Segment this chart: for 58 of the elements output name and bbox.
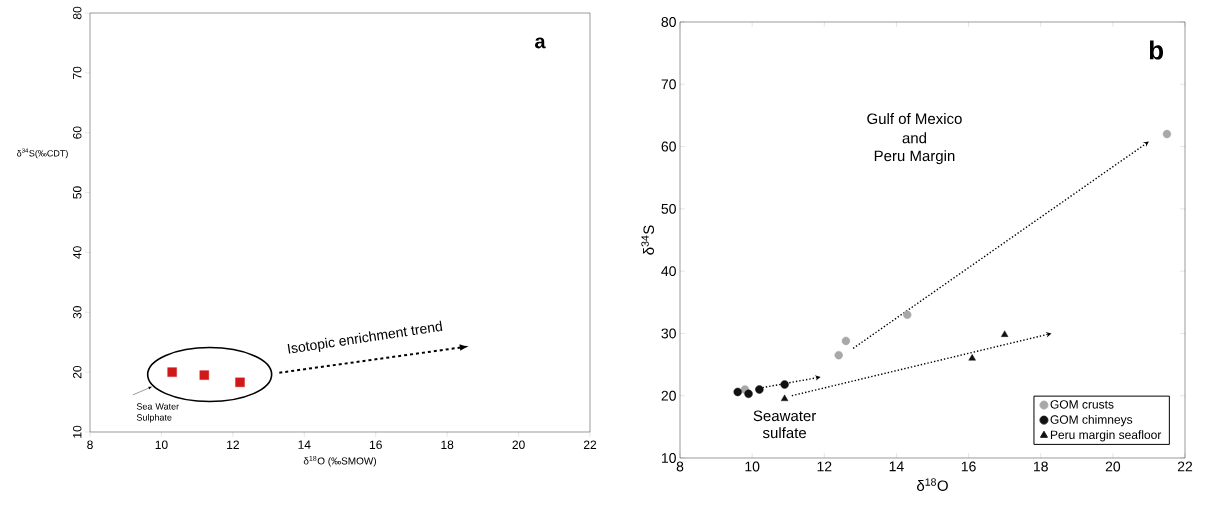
y-tick-label: 70	[661, 79, 676, 90]
y-tick-label: 50	[661, 203, 676, 214]
x-tick-label: 12	[227, 440, 239, 449]
y-tick-label: 80	[661, 17, 676, 27]
point	[841, 336, 851, 346]
annotation: Seawater sulfate	[753, 410, 817, 439]
x-tick-label: 14	[298, 440, 311, 449]
point	[834, 351, 843, 360]
legend-label: GOM chimneys	[1050, 415, 1133, 427]
x-tick-label: 18	[1034, 461, 1048, 472]
y-tick-label: 80	[72, 6, 82, 20]
x-tick-label: 18	[441, 440, 454, 450]
x-tick-label: 16	[961, 461, 976, 472]
y-tick-label: 40	[72, 246, 82, 259]
point	[1162, 129, 1172, 139]
x-tick-label: 16	[369, 440, 382, 450]
annotation: Isotopic enrichment trend	[287, 320, 443, 354]
point	[733, 387, 742, 397]
annotation: Sea Water Sulphate	[136, 403, 179, 423]
y-tick-label: 30	[661, 328, 676, 339]
x-tick-label: 22	[1177, 461, 1193, 472]
point	[968, 354, 976, 361]
point	[780, 380, 789, 389]
point	[755, 385, 764, 394]
y-tick-label: 40	[661, 266, 676, 277]
y-axis-title: δ$^{34}$S(‰CDT)	[17, 148, 68, 159]
annotation: and	[902, 132, 927, 144]
y-tick-label: 20	[661, 390, 676, 401]
y-tick-label: 60	[72, 126, 82, 139]
y-tick-label: 10	[661, 453, 676, 463]
x-tick-label: 8	[676, 461, 684, 472]
y-axis-title: δ$^{34}$S	[641, 225, 655, 255]
point	[1000, 330, 1009, 337]
text: b	[1149, 40, 1164, 60]
annotation: Peru Margin	[874, 150, 955, 165]
y-tick-label: 20	[72, 365, 82, 379]
point	[903, 310, 912, 319]
text: a	[535, 37, 546, 49]
y-tick-label: 70	[72, 66, 82, 79]
x-tick-label: 22	[583, 440, 597, 449]
legend-label: Peru margin seafloor	[1050, 430, 1162, 442]
legend-label: GOM crusts	[1050, 400, 1114, 409]
x-tick-label: 10	[745, 461, 760, 472]
x-tick-label: 14	[889, 461, 904, 472]
y-tick-label: 30	[72, 306, 82, 319]
y-tick-label: 60	[661, 141, 676, 152]
point	[744, 389, 753, 399]
annotation: Gulf of Mexico	[867, 113, 962, 125]
y-tick-label: 50	[72, 186, 82, 199]
point	[780, 394, 789, 402]
y-tick-label: 10	[72, 425, 82, 438]
x-tick-label: 20	[1105, 461, 1121, 472]
x-axis-title: δ$^{18}$O	[917, 478, 948, 491]
x-tick-label: 20	[512, 440, 525, 450]
x-tick-label: 12	[817, 461, 832, 472]
x-axis-title: δ$^{18}$O (‰SMOW)	[303, 455, 377, 467]
x-tick-label: 10	[155, 440, 168, 450]
x-tick-label: 8	[87, 440, 93, 450]
